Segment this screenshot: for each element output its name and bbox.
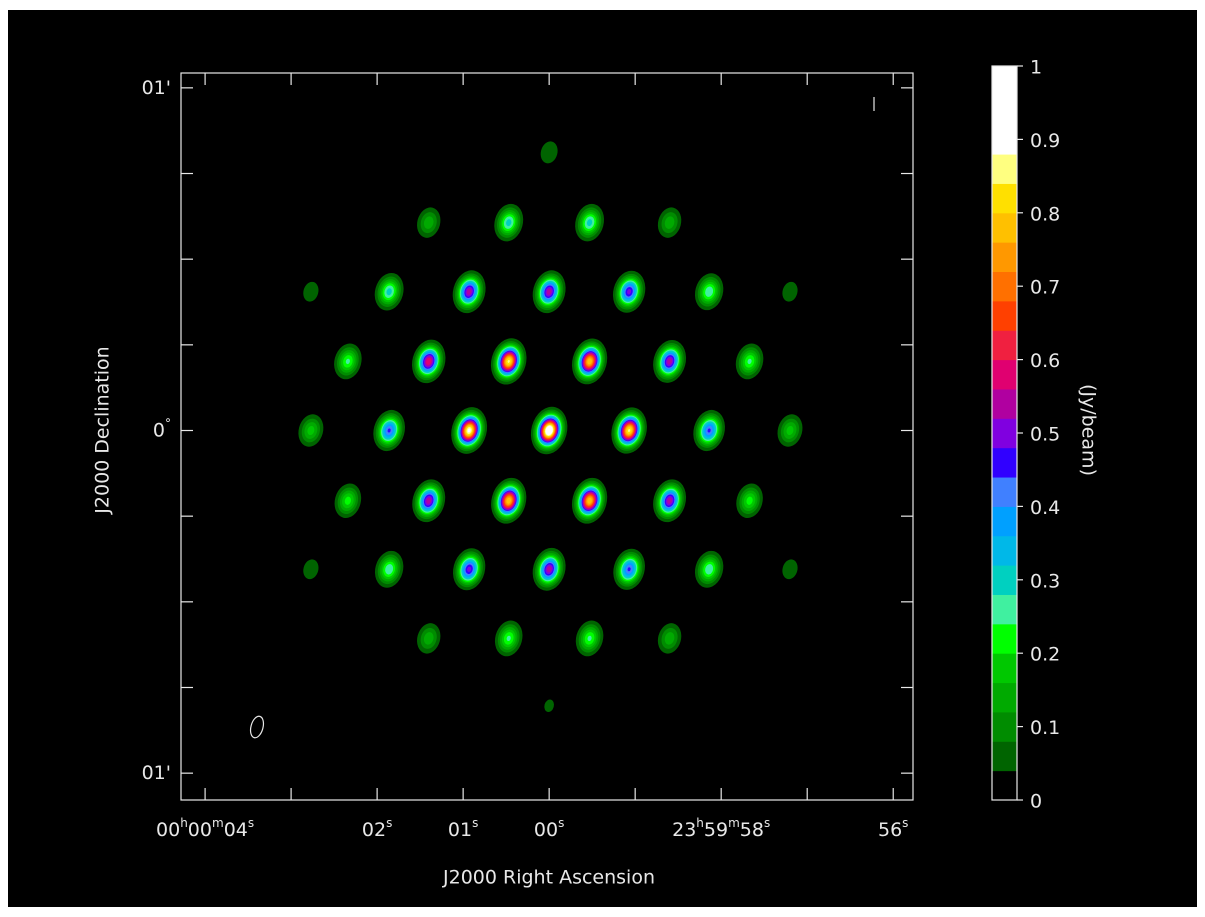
colorbar-tick-label: 0.7 [1030,277,1060,299]
colorbar-band [992,683,1017,713]
x-tick-label: 00h00m04s [156,816,254,841]
colorbar-band [992,712,1017,742]
background [8,10,1197,907]
colorbar-band [992,360,1017,390]
colorbar-tick-label: 0.1 [1030,717,1060,739]
colorbar-band [992,477,1017,507]
colorbar-band [992,594,1017,624]
page: {"chart_data": {"type": "image", "xlabel… [0,0,1205,917]
colorbar-band [992,66,1017,96]
colorbar-band [992,653,1017,683]
colorbar-band [992,448,1017,478]
colorbar-band [992,624,1017,654]
x-tick-label: 23h59m58s [672,816,770,841]
colorbar-tick-label: 0.6 [1030,350,1060,372]
y-axis-label: J2000 Declination [92,346,114,514]
chart: J2000 Right Ascension J2000 Declination … [0,0,1205,917]
colorbar-band [992,95,1017,125]
colorbar-band [992,183,1017,213]
colorbar-band [992,330,1017,360]
colorbar-band [992,125,1017,155]
y-tick-label: 01' [142,76,171,98]
colorbar-band [992,536,1017,566]
colorbar-band [992,242,1017,272]
colorbar-band [992,272,1017,302]
colorbar-tick-label: 0.8 [1030,203,1060,225]
colorbar-band [992,771,1017,801]
colorbar-tick-label: 0.4 [1030,497,1060,519]
colorbar-tick-label: 0.2 [1030,644,1060,666]
colorbar-tick-label: 0 [1030,791,1042,813]
colorbar-tick-label: 0.3 [1030,570,1060,592]
colorbar-tick-label: 1 [1030,57,1042,79]
colorbar-tick-label: 0.9 [1030,130,1060,152]
colorbar-band [992,301,1017,331]
colorbar-band [992,506,1017,536]
colorbar-band [992,213,1017,243]
colorbar-band [992,154,1017,184]
colorbar-band [992,389,1017,419]
x-axis-label: J2000 Right Ascension [442,867,655,889]
colorbar-tick-label: 0.5 [1030,424,1060,446]
colorbar-label: (Jy/beam) [1078,384,1100,476]
colorbar-band [992,741,1017,771]
colorbar-band [992,418,1017,448]
colorbar-band [992,565,1017,595]
y-tick-label: 01' [142,762,171,784]
